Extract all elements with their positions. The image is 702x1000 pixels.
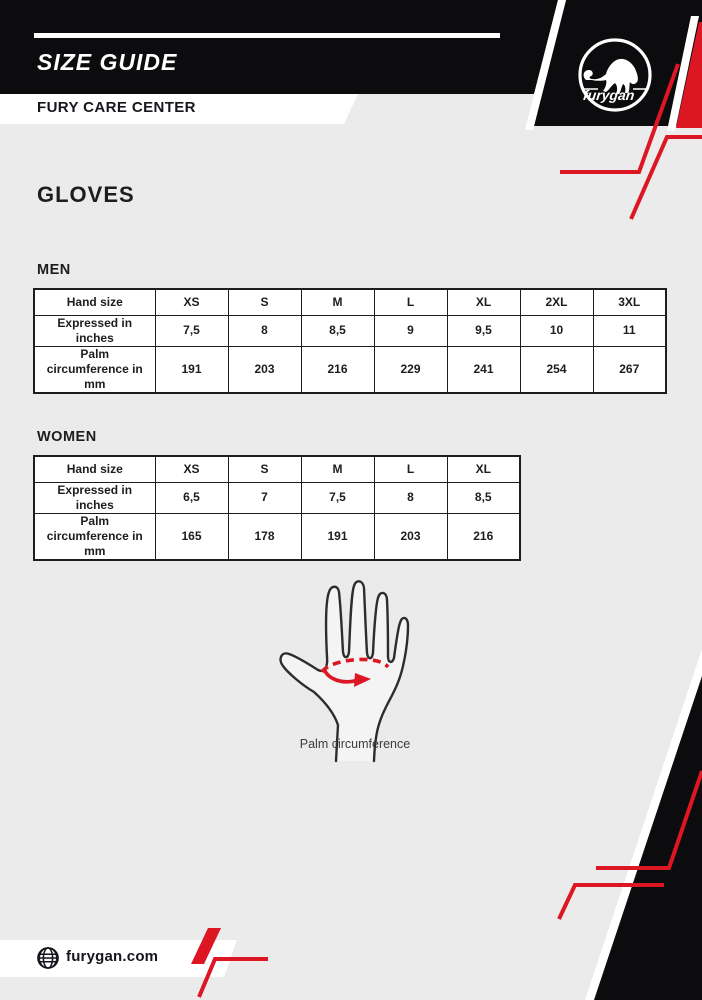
row-label: Palm circumference in mm — [33, 512, 156, 560]
mm-cell: 267 — [592, 345, 667, 393]
women-row-inches: Expressed in inches 6,5 7 7,5 8 8,5 — [33, 481, 521, 514]
bottom-right-white-stripe — [585, 649, 702, 1000]
size-cell: M — [300, 288, 375, 316]
women-size-table: Hand size XS S M L XL Expressed in inche… — [33, 455, 521, 561]
palm-arrow-head — [354, 673, 371, 687]
logo-wordmark: furygan — [582, 87, 635, 103]
size-cell: 3XL — [592, 288, 667, 316]
men-table-label: MEN — [37, 262, 71, 278]
men-size-table: Hand size XS S M L XL 2XL 3XL Expressed … — [33, 288, 667, 394]
inches-cell: 10 — [519, 314, 594, 347]
corner-red-wedge — [676, 22, 702, 128]
mm-cell: 191 — [300, 512, 375, 560]
inches-cell: 9,5 — [446, 314, 521, 347]
men-row-inches: Expressed in inches 7,5 8 8,5 9 9,5 10 1… — [33, 314, 667, 347]
size-cell: 2XL — [519, 288, 594, 316]
red-zigzag-footer — [197, 957, 268, 998]
inches-cell: 6,5 — [154, 481, 229, 514]
hand-fill — [280, 581, 408, 761]
header-black-bar — [0, 0, 558, 94]
men-row-sizes: Hand size XS S M L XL 2XL 3XL — [33, 288, 667, 316]
logo-circle — [578, 38, 652, 112]
inches-cell: 8,5 — [300, 314, 375, 347]
inches-cell: 11 — [592, 314, 667, 347]
header-white-rule — [34, 33, 500, 38]
row-label: Expressed in inches — [33, 481, 156, 514]
size-cell: L — [373, 288, 448, 316]
subtitle-band — [0, 94, 358, 124]
men-row-mm: Palm circumference in mm 191 203 216 229… — [33, 345, 667, 393]
women-table-label: WOMEN — [37, 429, 97, 445]
red-zigzag-bottom-right-2 — [557, 883, 664, 920]
hand-outline — [279, 580, 410, 763]
size-cell: M — [300, 455, 375, 483]
section-heading: GLOVES — [37, 182, 135, 207]
row-label: Hand size — [33, 288, 156, 316]
bottom-right-black-wedge — [594, 676, 702, 1000]
mm-cell: 254 — [519, 345, 594, 393]
size-cell: S — [227, 288, 302, 316]
mm-cell: 203 — [227, 345, 302, 393]
inches-cell: 8 — [227, 314, 302, 347]
mm-cell: 191 — [154, 345, 229, 393]
women-row-sizes: Hand size XS S M L XL — [33, 455, 521, 483]
red-zigzag-top-2 — [629, 135, 702, 220]
palm-arrow-body — [322, 668, 359, 684]
inches-cell: 8,5 — [446, 481, 521, 514]
inches-cell: 9 — [373, 314, 448, 347]
inches-cell: 7,5 — [300, 481, 375, 514]
red-zigzag-top-1 — [560, 63, 680, 174]
mm-cell: 241 — [446, 345, 521, 393]
inches-cell: 7 — [227, 481, 302, 514]
size-cell: XS — [154, 455, 229, 483]
inches-cell: 7,5 — [154, 314, 229, 347]
mm-cell: 216 — [446, 512, 521, 560]
size-cell: L — [373, 455, 448, 483]
row-label: Expressed in inches — [33, 314, 156, 347]
footer-red-slab — [191, 928, 221, 964]
row-label: Hand size — [33, 455, 156, 483]
mm-cell: 216 — [300, 345, 375, 393]
hand-diagram — [279, 580, 410, 763]
size-cell: XL — [446, 288, 521, 316]
website-link[interactable]: furygan.com — [66, 948, 159, 965]
mm-cell: 178 — [227, 512, 302, 560]
mm-cell: 229 — [373, 345, 448, 393]
size-cell: S — [227, 455, 302, 483]
corner-white-stripe — [667, 16, 699, 131]
size-cell: XL — [446, 455, 521, 483]
page-title: SIZE GUIDE — [37, 49, 178, 75]
page-subtitle: FURY CARE CENTER — [37, 99, 196, 116]
mm-cell: 165 — [154, 512, 229, 560]
diagram-caption: Palm circumference — [299, 737, 411, 751]
footer-white-band — [0, 940, 237, 977]
women-row-mm: Palm circumference in mm 165 178 191 203… — [33, 512, 521, 560]
panther-icon — [583, 58, 638, 94]
inches-cell: 8 — [373, 481, 448, 514]
furygan-logo: furygan — [578, 38, 652, 112]
size-cell: XS — [154, 288, 229, 316]
row-label: Palm circumference in mm — [33, 345, 156, 393]
header-white-stripe — [525, 0, 566, 130]
mm-cell: 203 — [373, 512, 448, 560]
globe-icon — [37, 947, 59, 969]
red-zigzag-bottom-right-1 — [596, 770, 702, 870]
